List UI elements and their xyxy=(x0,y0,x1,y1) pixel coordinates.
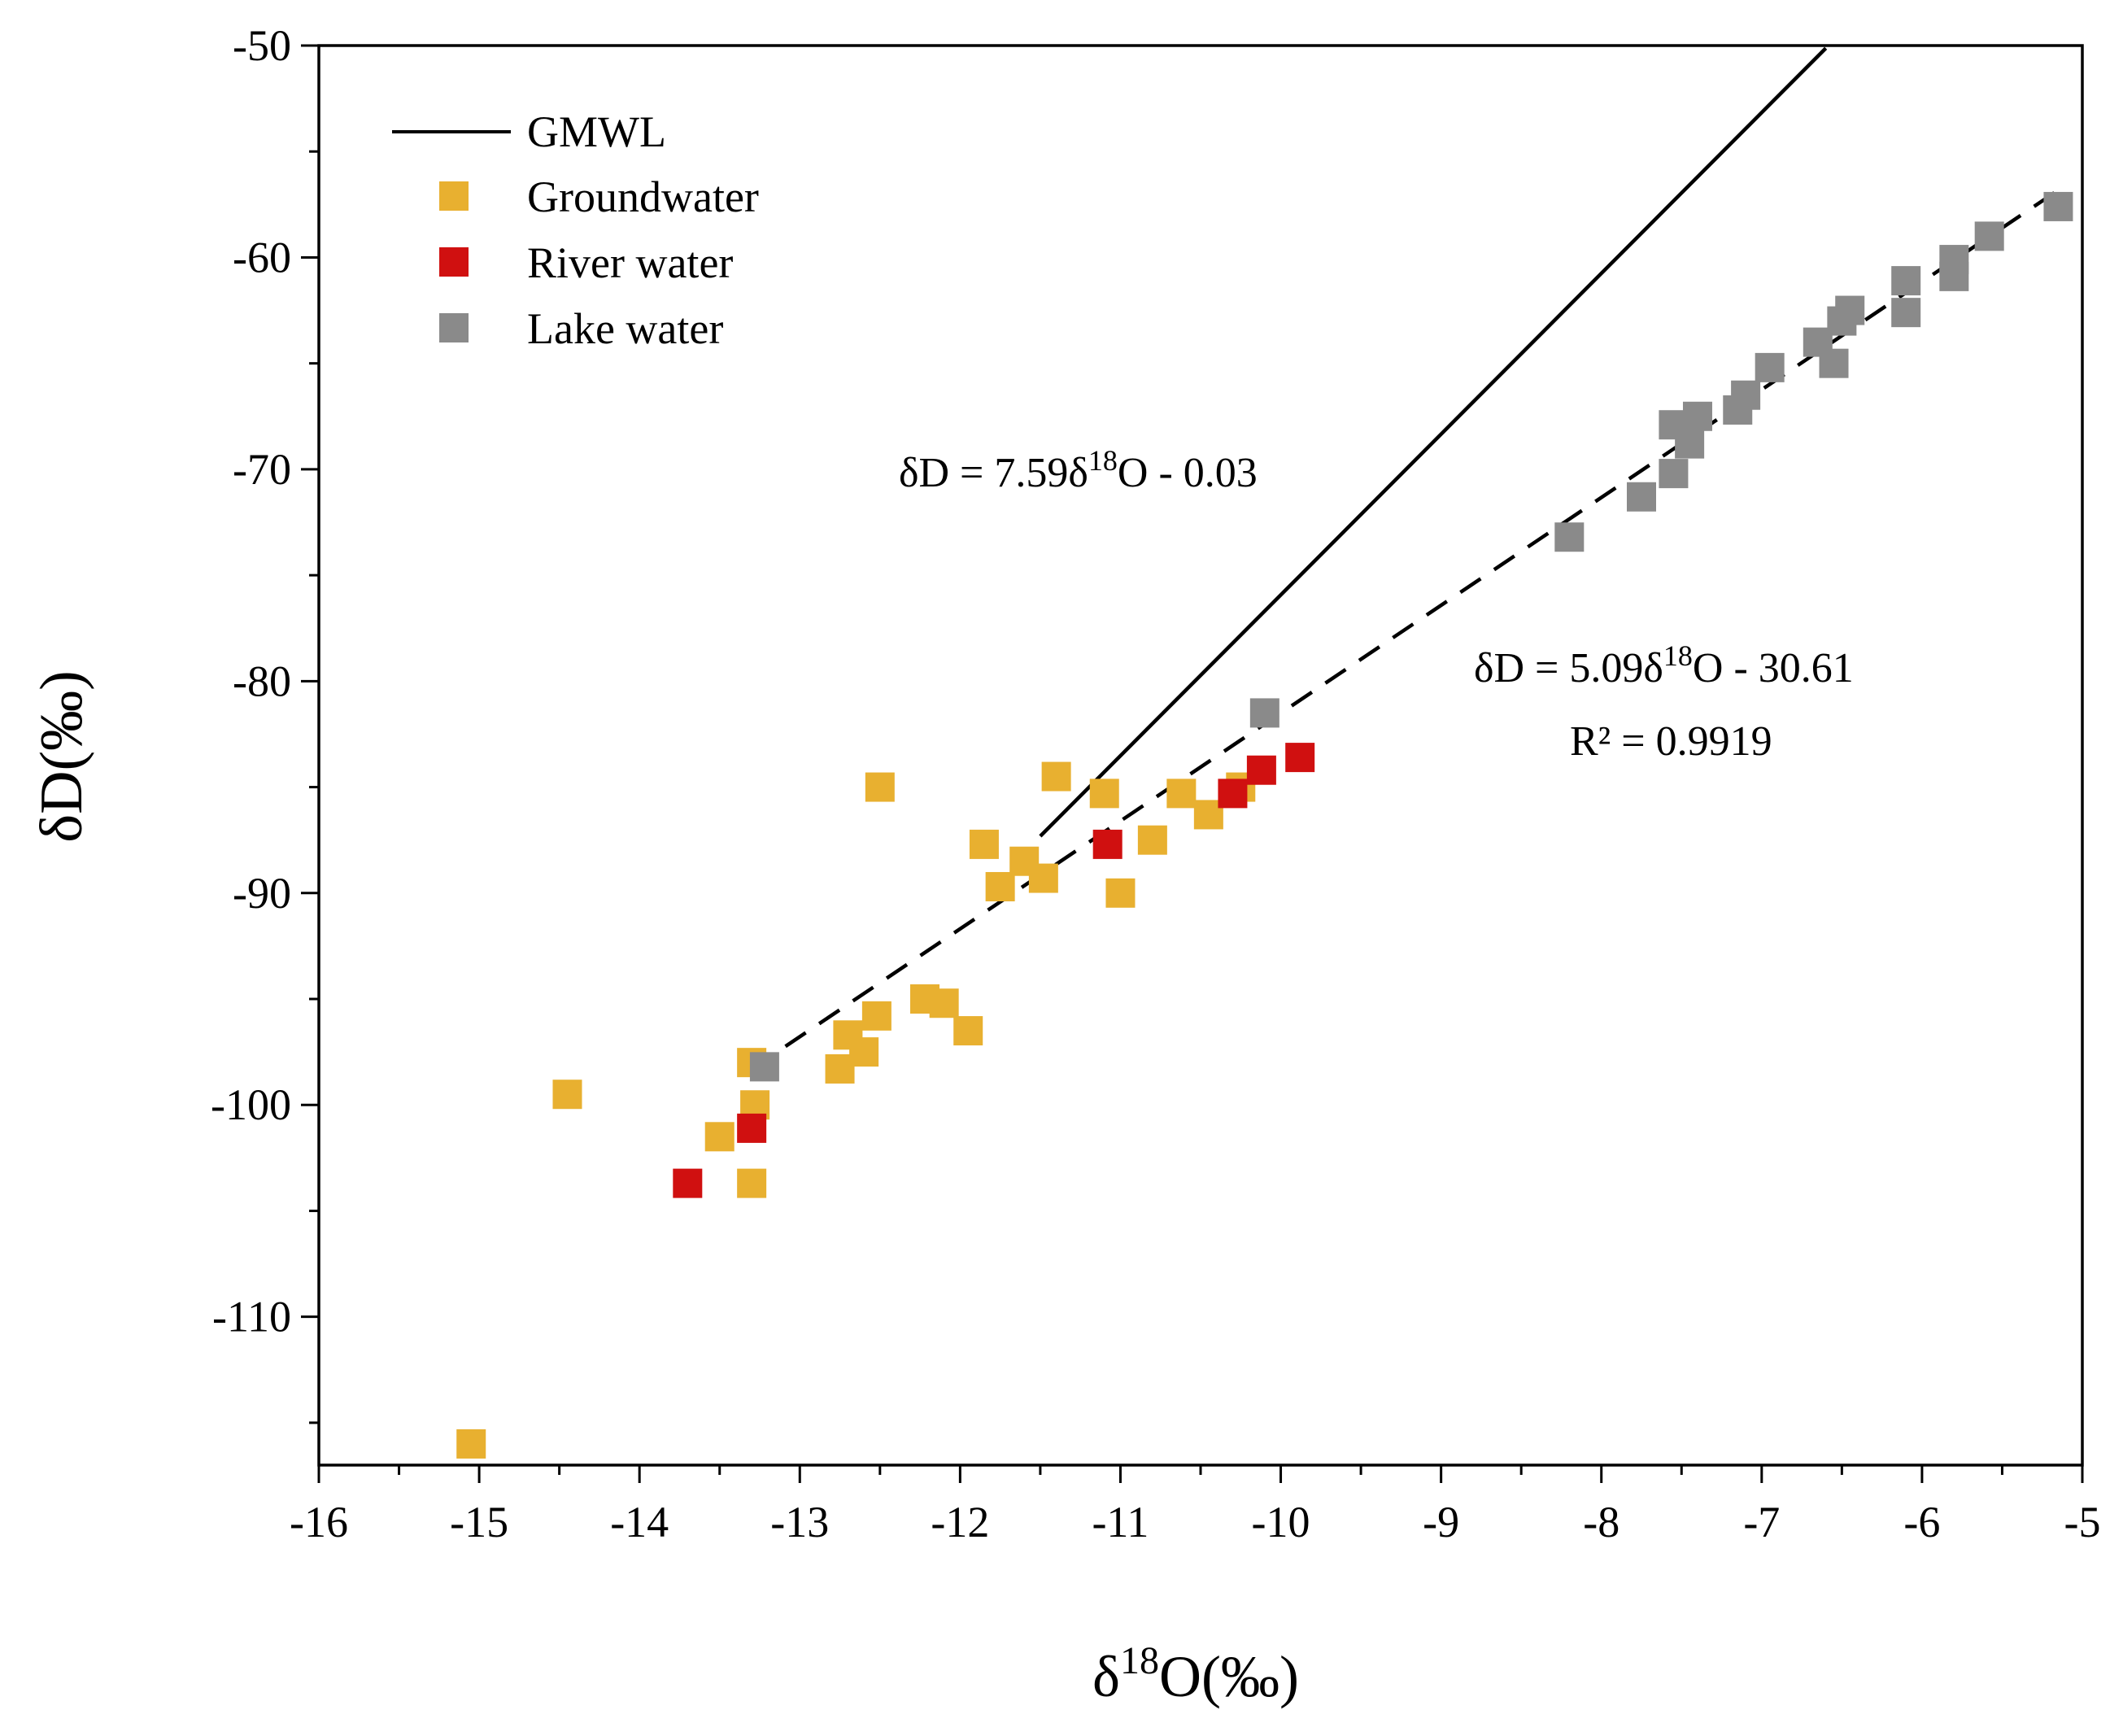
fit-equation-sup: 18 xyxy=(1663,639,1693,672)
legend-lake-marker-icon xyxy=(439,313,469,342)
lake-water-point xyxy=(1835,295,1865,325)
fit-equation-tail: O - 30.61 xyxy=(1693,645,1854,691)
groundwater-point xyxy=(929,988,959,1018)
groundwater-point xyxy=(969,829,999,859)
lake-water-point xyxy=(1554,522,1585,552)
groundwater-point xyxy=(1041,761,1071,792)
legend-label-gmwl: GMWL xyxy=(527,107,666,156)
x-tick-label: -12 xyxy=(931,1498,989,1546)
river-water-point xyxy=(1246,755,1276,785)
x-tick-label: -5 xyxy=(2064,1498,2101,1546)
y-tick-label: -50 xyxy=(233,21,291,70)
groundwater-point xyxy=(849,1037,879,1067)
groundwater-point xyxy=(1105,878,1136,908)
lake-water-point xyxy=(1682,401,1712,431)
gmwl-line xyxy=(1039,46,1828,838)
groundwater-point xyxy=(1166,779,1197,809)
y-tick-label: -70 xyxy=(233,445,291,494)
x-axis-title-prefix: δ xyxy=(1092,1644,1120,1709)
trend-lines xyxy=(750,46,2068,1071)
lake-water-point xyxy=(1731,380,1761,410)
x-tick-label: -14 xyxy=(610,1498,669,1546)
lake-water-point xyxy=(1627,482,1656,512)
x-axis-title-sup: 18 xyxy=(1120,1639,1159,1682)
groundwater-point xyxy=(456,1428,486,1459)
groundwater-point xyxy=(985,871,1015,901)
fit-equation-lead: δD = 5.09δ xyxy=(1474,645,1663,691)
lake-water-point xyxy=(1939,245,1969,275)
x-tick-label: -16 xyxy=(290,1498,348,1546)
y-tick-label: -100 xyxy=(211,1080,291,1129)
x-tick-label: -6 xyxy=(1903,1498,1940,1546)
x-axis-title: δ18O(‰) xyxy=(1092,1639,1299,1709)
y-tick-label: -60 xyxy=(233,233,291,281)
groundwater-point xyxy=(865,772,895,802)
groundwater-point xyxy=(1089,779,1119,809)
river-water-point xyxy=(1285,743,1315,773)
y-axis: -50 -60 -70 -80 -90 -100 -110 xyxy=(211,21,319,1424)
legend-label-groundwater: Groundwater xyxy=(527,172,759,221)
lake-water-point xyxy=(1819,348,1849,378)
lake-water-point xyxy=(1659,459,1689,489)
x-tick-label: -15 xyxy=(450,1498,508,1546)
legend-label-lake: Lake water xyxy=(527,304,723,353)
lake-water-point xyxy=(1891,298,1921,328)
r-squared-label: R² = 0.9919 xyxy=(1570,718,1772,765)
x-tick-label: -13 xyxy=(770,1498,829,1546)
groundwater-point xyxy=(704,1122,735,1152)
y-tick-label: -90 xyxy=(233,869,291,918)
groundwater-point xyxy=(1028,863,1058,893)
legend: GMWL Groundwater River water Lake water xyxy=(392,107,759,353)
lake-water-point xyxy=(1755,352,1785,382)
gmwl-equation: δD = 7.59δ18O - 0.03 xyxy=(899,444,1258,496)
legend-label-river: River water xyxy=(527,238,733,287)
lake-water-point xyxy=(1249,698,1279,728)
groundwater-point xyxy=(861,1001,891,1031)
x-tick-label: -10 xyxy=(1252,1498,1310,1546)
y-axis-title: δD(‰) xyxy=(28,670,95,843)
fit-equation: δD = 5.09δ18O - 30.61 xyxy=(1474,639,1854,691)
lake-water-point xyxy=(1974,221,2004,251)
regression-line xyxy=(750,183,2068,1071)
x-tick-label: -11 xyxy=(1092,1498,1149,1546)
y-tick-label: -110 xyxy=(212,1293,291,1341)
river-water-point xyxy=(737,1113,767,1143)
legend-groundwater-marker-icon xyxy=(439,181,469,211)
gmwl-equation-sup: 18 xyxy=(1088,444,1118,477)
x-axis: -16 -15 -14 -13 -12 -11 -10 -9 -8 -7 -6 -5 xyxy=(290,1465,2100,1546)
groundwater-point xyxy=(1137,825,1167,855)
lake-water-point xyxy=(1891,266,1921,296)
groundwater-point xyxy=(737,1168,767,1198)
groundwater-point xyxy=(552,1080,582,1110)
gmwl-equation-lead: δD = 7.59δ xyxy=(899,450,1088,496)
y-tick-label: -80 xyxy=(233,656,291,705)
x-axis-title-main: O(‰) xyxy=(1159,1644,1299,1709)
lake-water-point xyxy=(2043,191,2073,221)
x-tick-label: -7 xyxy=(1743,1498,1780,1546)
lake-water-point xyxy=(1675,429,1705,459)
river-water-point xyxy=(673,1168,703,1198)
data-points xyxy=(456,191,2073,1459)
lake-water-point xyxy=(749,1052,779,1082)
river-water-point xyxy=(1218,779,1248,809)
x-tick-label: -8 xyxy=(1583,1498,1619,1546)
x-tick-label: -9 xyxy=(1423,1498,1459,1546)
river-water-point xyxy=(1092,829,1123,859)
gmwl-equation-tail: O - 0.03 xyxy=(1118,450,1258,496)
groundwater-point xyxy=(953,1016,983,1046)
legend-river-marker-icon xyxy=(439,247,469,277)
